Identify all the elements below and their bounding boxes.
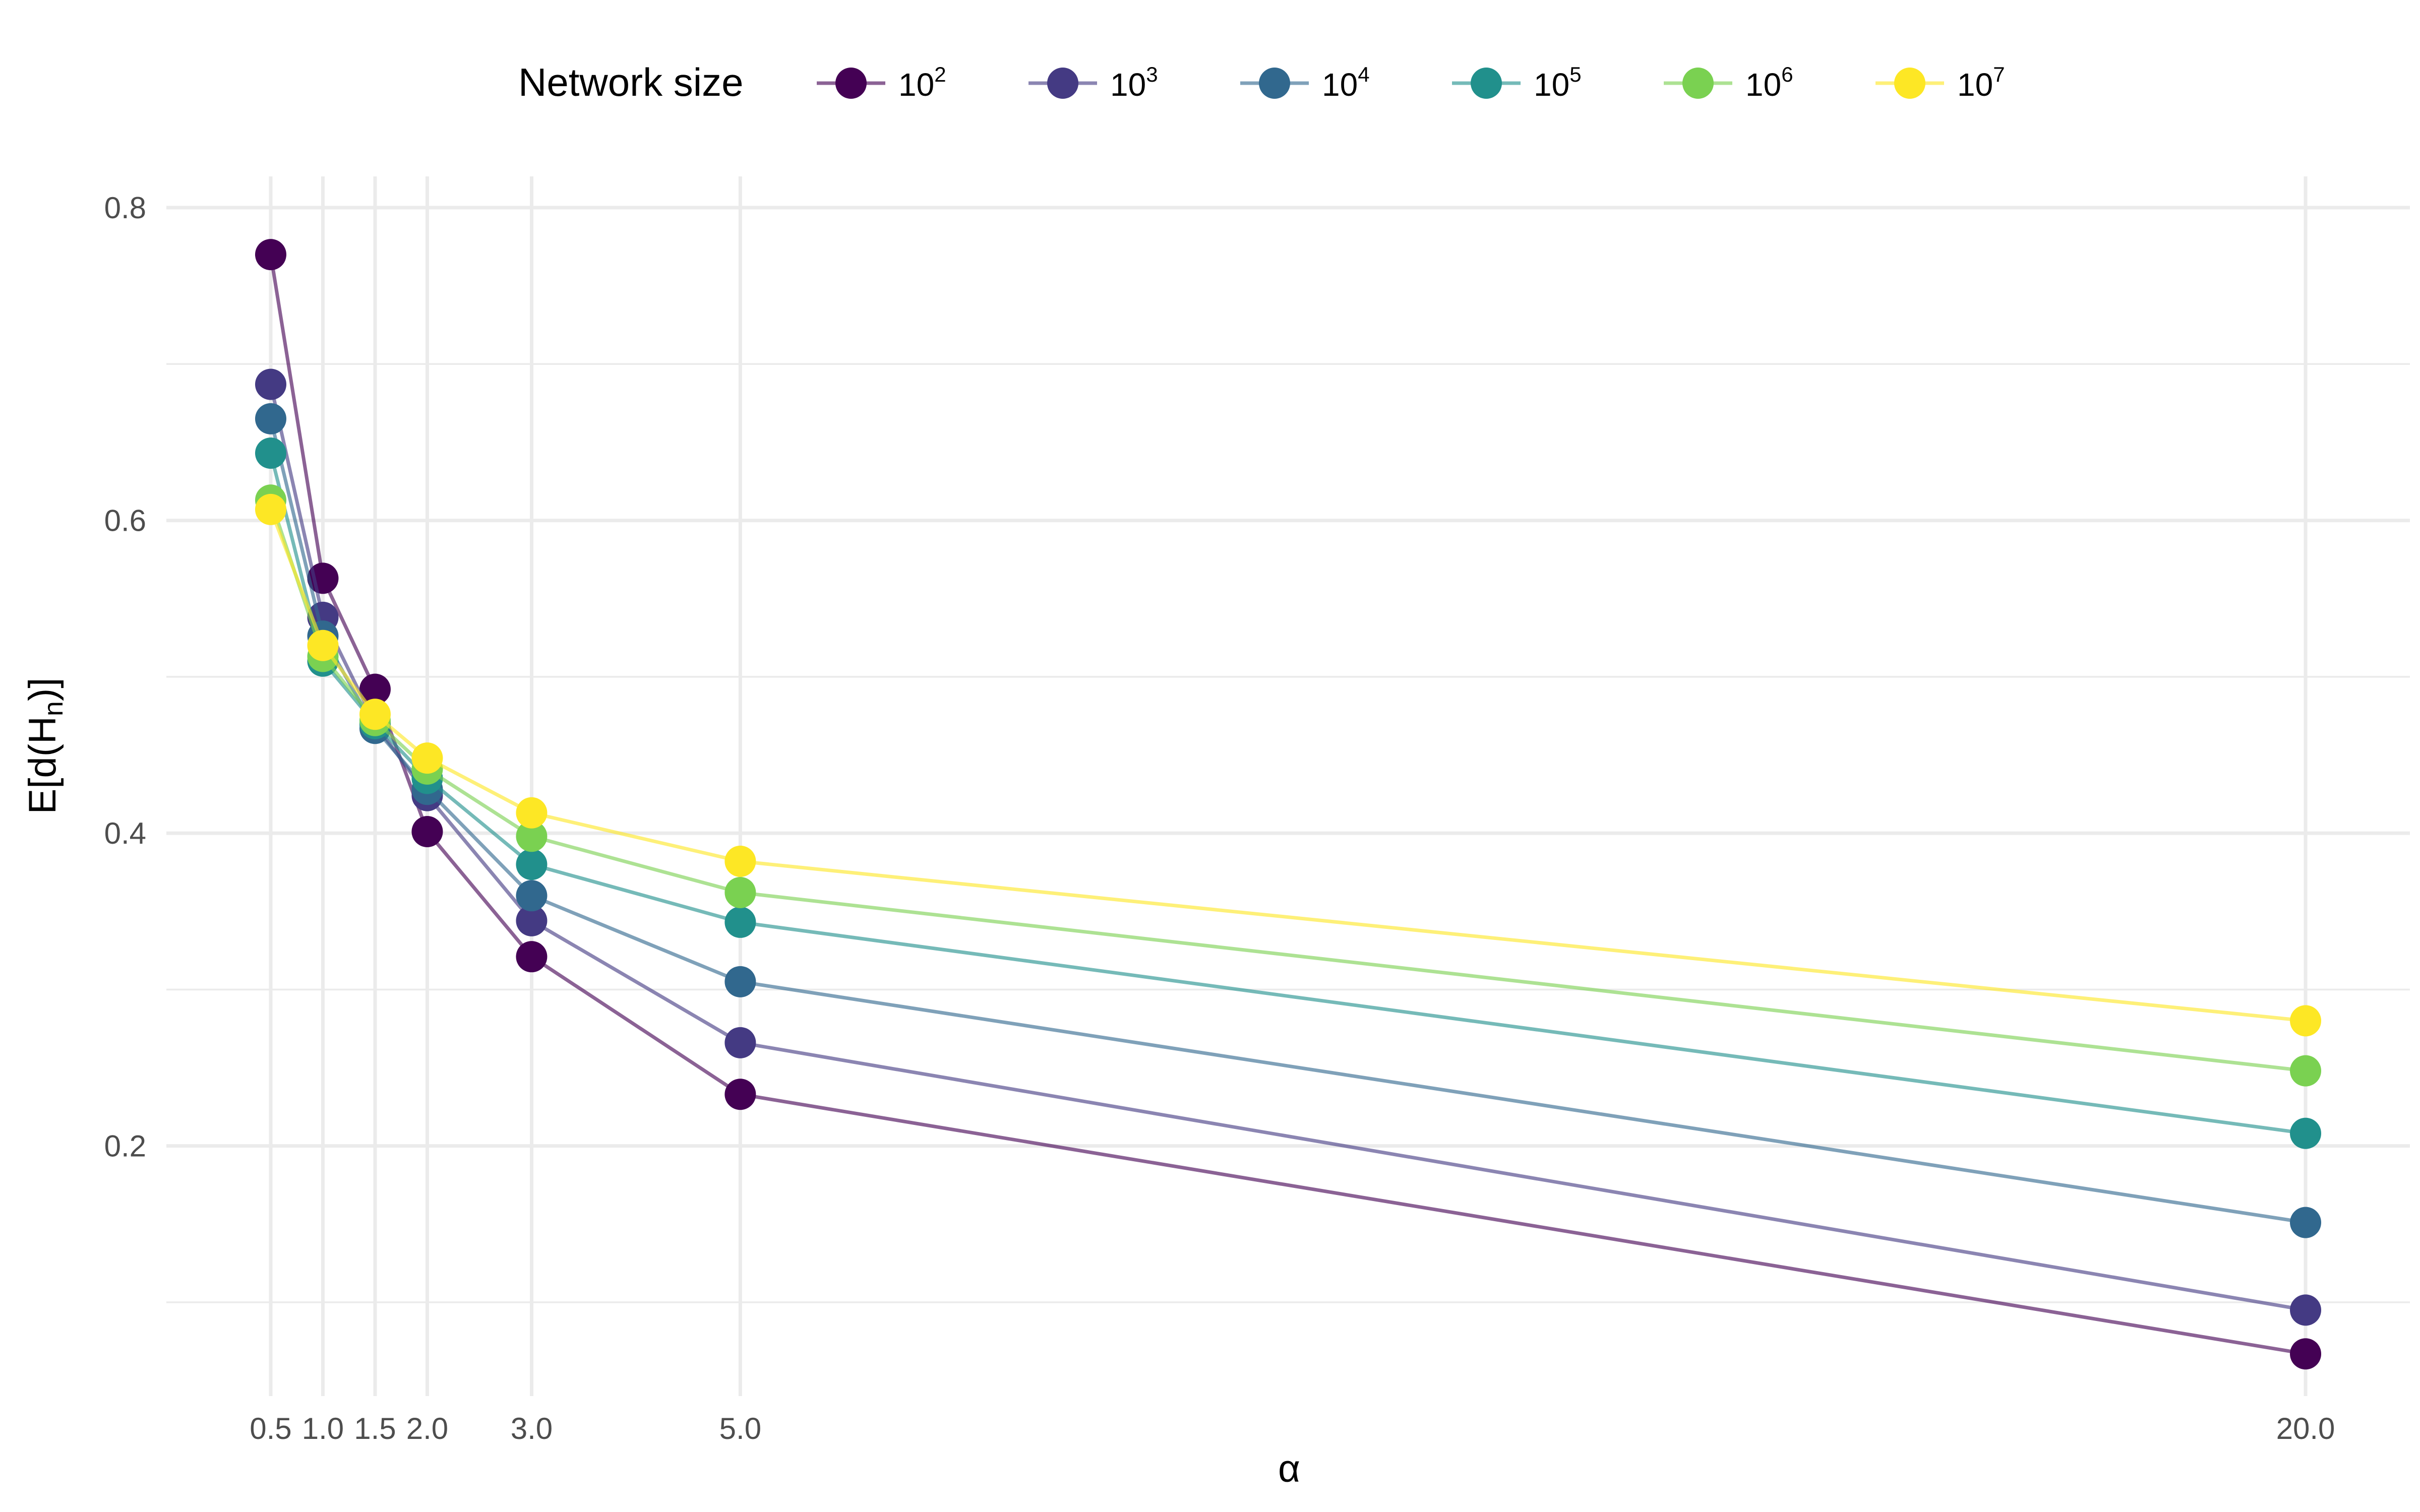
series-line	[269, 453, 2306, 1136]
legend-title: Network size	[518, 60, 743, 104]
data-point	[516, 797, 548, 829]
data-point	[2290, 1294, 2322, 1326]
x-tick-label: 0.5	[250, 1412, 291, 1445]
y-tick-label: 0.6	[104, 504, 146, 538]
data-point	[516, 941, 548, 973]
data-point	[516, 849, 548, 880]
legend-item-2: 102	[817, 62, 946, 103]
data-point	[359, 673, 391, 705]
legend-key-point	[1047, 68, 1078, 99]
data-point	[724, 1027, 756, 1058]
data-point	[516, 880, 548, 912]
legend-key-point	[835, 68, 867, 99]
y-axis-tick-labels: 0.2 0.4 0.6 0.8	[104, 191, 146, 1163]
x-tick-label: 3.0	[511, 1412, 553, 1445]
data-point	[255, 239, 286, 271]
x-tick-label: 1.0	[302, 1412, 344, 1445]
legend-key-point	[1682, 68, 1714, 99]
x-tick-label: 2.0	[406, 1412, 448, 1445]
series-5	[255, 437, 2322, 1149]
data-point	[2290, 1207, 2322, 1238]
data-point	[2290, 1005, 2322, 1037]
data-point	[724, 1079, 756, 1110]
data-point	[516, 821, 548, 852]
legend-key-point	[1259, 68, 1290, 99]
series-line	[269, 254, 2306, 1356]
data-point	[359, 699, 391, 730]
legend-label: 107	[1957, 62, 2005, 103]
series-7	[255, 493, 2322, 1037]
x-tick-label: 5.0	[719, 1412, 761, 1445]
data-point	[724, 966, 756, 997]
legend-item-4: 104	[1240, 62, 1370, 103]
x-axis-tick-labels: 0.5 1.0 1.5 2.0 3.0 5.0 20.0	[250, 1412, 2335, 1445]
legend-label: 105	[1534, 62, 1582, 103]
legend-key-point	[1894, 68, 1925, 99]
legend-item-7: 107	[1876, 62, 2005, 103]
data-point	[255, 493, 286, 525]
data-point	[724, 906, 756, 938]
legend-label: 102	[898, 62, 946, 103]
data-point	[724, 845, 756, 877]
y-tick-label: 0.4	[104, 816, 146, 850]
legend-item-3: 103	[1028, 62, 1158, 103]
legend: Network size 102 103 104 105 106 107	[518, 60, 2005, 104]
data-point	[411, 815, 443, 847]
y-tick-label: 0.8	[104, 191, 146, 225]
plot-grid	[166, 176, 2410, 1396]
data-point	[255, 437, 286, 469]
data-point	[2290, 1055, 2322, 1087]
x-tick-label: 20.0	[2276, 1412, 2335, 1445]
data-point	[724, 876, 756, 908]
data-point	[307, 629, 339, 661]
series-2	[255, 239, 2322, 1370]
y-axis-title-subscript: n	[38, 701, 69, 716]
data-point	[2290, 1338, 2322, 1370]
data-point	[255, 368, 286, 400]
series-line	[269, 418, 2306, 1225]
x-tick-label: 1.5	[354, 1412, 396, 1445]
y-tick-label: 0.2	[104, 1129, 146, 1163]
legend-item-6: 106	[1664, 62, 1793, 103]
legend-key-point	[1471, 68, 1502, 99]
data-point	[255, 403, 286, 434]
legend-label: 106	[1745, 62, 1793, 103]
x-axis-title: α	[1278, 1447, 1300, 1490]
series-layer	[255, 239, 2322, 1370]
legend-item-5: 105	[1452, 62, 1582, 103]
legend-label: 104	[1322, 62, 1370, 103]
y-axis-title: E[d(Hn)]	[21, 678, 69, 814]
data-point	[516, 905, 548, 936]
series-3	[255, 368, 2322, 1326]
data-point	[411, 742, 443, 774]
data-point	[2290, 1117, 2322, 1149]
legend-label: 103	[1110, 62, 1158, 103]
series-line	[269, 509, 2306, 1023]
